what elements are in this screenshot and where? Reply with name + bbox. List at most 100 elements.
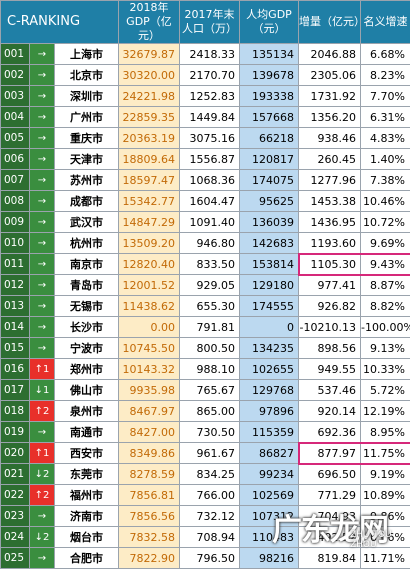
change-cell: → bbox=[30, 191, 55, 212]
population-cell: 834.25 bbox=[180, 464, 240, 485]
growth-rate-cell: 10.46% bbox=[361, 191, 410, 212]
change-cell: → bbox=[30, 506, 55, 527]
per-capita-gdp-cell: 134235 bbox=[240, 338, 299, 359]
increment-cell: 1436.95 bbox=[299, 212, 361, 233]
increment-cell: 771.29 bbox=[299, 485, 361, 506]
change-cell: → bbox=[30, 170, 55, 191]
growth-rate-cell: 9.13% bbox=[361, 338, 410, 359]
population-cell: 708.94 bbox=[180, 527, 240, 548]
change-cell: → bbox=[30, 212, 55, 233]
header-per-capita-gdp: 人均GDP（元） bbox=[240, 1, 299, 44]
increment-cell: 1731.92 bbox=[299, 86, 361, 107]
city-cell: 南通市 bbox=[55, 422, 119, 443]
city-cell: 青岛市 bbox=[55, 275, 119, 296]
gdp-cell: 30320.00 bbox=[119, 65, 180, 86]
increment-cell: 938.46 bbox=[299, 128, 361, 149]
increment-cell: 898.56 bbox=[299, 338, 361, 359]
gdp-cell: 8467.97 bbox=[119, 401, 180, 422]
change-cell: → bbox=[30, 275, 55, 296]
change-cell: → bbox=[30, 128, 55, 149]
change-cell: → bbox=[30, 65, 55, 86]
gdp-cell: 24221.98 bbox=[119, 86, 180, 107]
rank-cell: 008 bbox=[1, 191, 30, 212]
per-capita-gdp-cell: 98216 bbox=[240, 548, 299, 569]
population-cell: 1604.47 bbox=[180, 191, 240, 212]
city-cell: 郑州市 bbox=[55, 359, 119, 380]
city-cell: 苏州市 bbox=[55, 170, 119, 191]
increment-cell: 877.97 bbox=[299, 443, 361, 464]
rank-cell: 020 bbox=[1, 443, 30, 464]
rank-cell: 009 bbox=[1, 212, 30, 233]
per-capita-gdp-cell: 129180 bbox=[240, 275, 299, 296]
population-cell: 988.10 bbox=[180, 359, 240, 380]
change-cell: → bbox=[30, 254, 55, 275]
increment-cell: 977.41 bbox=[299, 275, 361, 296]
growth-rate-cell: 12.19% bbox=[361, 401, 410, 422]
population-cell: 791.81 bbox=[180, 317, 240, 338]
increment-cell: 819.84 bbox=[299, 548, 361, 569]
growth-rate-cell: 8.82% bbox=[361, 296, 410, 317]
change-cell: ↑1 bbox=[30, 443, 55, 464]
growth-rate-cell: 10.72% bbox=[361, 212, 410, 233]
population-cell: 3075.16 bbox=[180, 128, 240, 149]
increment-cell: 1105.30 bbox=[299, 254, 361, 275]
growth-rate-cell: -100.00% bbox=[361, 317, 410, 338]
population-cell: 1449.84 bbox=[180, 107, 240, 128]
header-row: C-RANKING 2018年GDP（亿元） 2017年末人口（万） 人均GDP… bbox=[1, 1, 410, 44]
increment-cell: 1356.20 bbox=[299, 107, 361, 128]
population-cell: 796.50 bbox=[180, 548, 240, 569]
rank-cell: 012 bbox=[1, 275, 30, 296]
growth-rate-cell: 9.19% bbox=[361, 464, 410, 485]
header-population: 2017年末人口（万） bbox=[180, 1, 240, 44]
header-gdp: 2018年GDP（亿元） bbox=[119, 1, 180, 44]
increment-cell: 696.50 bbox=[299, 464, 361, 485]
city-cell: 北京市 bbox=[55, 65, 119, 86]
population-cell: 1068.36 bbox=[180, 170, 240, 191]
change-cell: ↓2 bbox=[30, 464, 55, 485]
increment-cell: 260.45 bbox=[299, 149, 361, 170]
rank-cell: 006 bbox=[1, 149, 30, 170]
gdp-cell: 9935.98 bbox=[119, 380, 180, 401]
growth-rate-cell: 6.31% bbox=[361, 107, 410, 128]
city-cell: 武汉市 bbox=[55, 212, 119, 233]
increment-cell: 926.82 bbox=[299, 296, 361, 317]
population-cell: 961.67 bbox=[180, 443, 240, 464]
rank-cell: 016 bbox=[1, 359, 30, 380]
growth-rate-cell: 10.89% bbox=[361, 485, 410, 506]
city-cell: 广州市 bbox=[55, 107, 119, 128]
city-cell: 福州市 bbox=[55, 485, 119, 506]
increment-cell: -10210.13 bbox=[299, 317, 361, 338]
city-cell: 无锡市 bbox=[55, 296, 119, 317]
rank-cell: 025 bbox=[1, 548, 30, 569]
population-cell: 2170.70 bbox=[180, 65, 240, 86]
change-cell: → bbox=[30, 44, 55, 65]
change-cell: ↑1 bbox=[30, 359, 55, 380]
per-capita-gdp-cell: 157668 bbox=[240, 107, 299, 128]
increment-cell: 1453.38 bbox=[299, 191, 361, 212]
city-cell: 上海市 bbox=[55, 44, 119, 65]
gdp-cell: 20363.19 bbox=[119, 128, 180, 149]
population-cell: 655.30 bbox=[180, 296, 240, 317]
change-cell: → bbox=[30, 149, 55, 170]
change-cell: → bbox=[30, 317, 55, 338]
gdp-cell: 18809.64 bbox=[119, 149, 180, 170]
per-capita-gdp-cell: 120817 bbox=[240, 149, 299, 170]
city-cell: 宁波市 bbox=[55, 338, 119, 359]
per-capita-gdp-cell: 0 bbox=[240, 317, 299, 338]
rank-cell: 017 bbox=[1, 380, 30, 401]
growth-rate-cell: 8.23% bbox=[361, 65, 410, 86]
rank-cell: 022 bbox=[1, 485, 30, 506]
change-cell: → bbox=[30, 107, 55, 128]
rank-cell: 014 bbox=[1, 317, 30, 338]
